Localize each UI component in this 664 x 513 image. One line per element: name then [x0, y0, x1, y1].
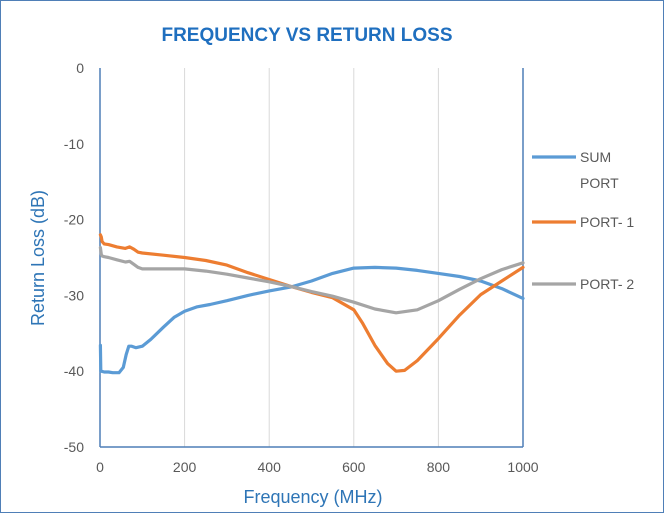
series-lines: [98, 233, 525, 375]
y-tick-label: -40: [64, 363, 84, 379]
x-tick-label: 800: [427, 459, 451, 475]
y-tick-label: -50: [64, 439, 84, 455]
series-line-2: [98, 246, 525, 315]
axes: [99, 68, 524, 448]
legend: SUM PORT PORT- 1 PORT- 2: [532, 149, 634, 292]
y-tick-label: -30: [64, 287, 84, 303]
y-tick-labels: 0 -10 -20 -30 -40 -50: [64, 60, 84, 455]
x-tick-label: 200: [173, 459, 197, 475]
gridlines: [184, 68, 524, 447]
series-line-0: [98, 265, 525, 375]
y-tick-label: -10: [64, 136, 84, 152]
x-tick-label: 0: [96, 459, 104, 475]
y-tick-label: 0: [76, 60, 84, 76]
y-axis-label: Return Loss (dB): [28, 190, 48, 326]
legend-label-2: PORT- 2: [580, 276, 634, 292]
legend-label-0: PORT: [580, 175, 619, 191]
x-tick-label: 600: [342, 459, 366, 475]
y-tick-label: -20: [64, 212, 84, 228]
x-tick-labels: 0 200 400 600 800 1000: [96, 459, 539, 475]
series-line-1: [98, 233, 525, 373]
chart-title: FREQUENCY VS RETURN LOSS: [161, 25, 452, 46]
legend-label-0: SUM: [580, 149, 611, 165]
x-axis-label: Frequency (MHz): [243, 487, 382, 507]
x-tick-label: 400: [258, 459, 282, 475]
x-tick-label: 1000: [507, 459, 538, 475]
legend-label-1: PORT- 1: [580, 214, 634, 230]
